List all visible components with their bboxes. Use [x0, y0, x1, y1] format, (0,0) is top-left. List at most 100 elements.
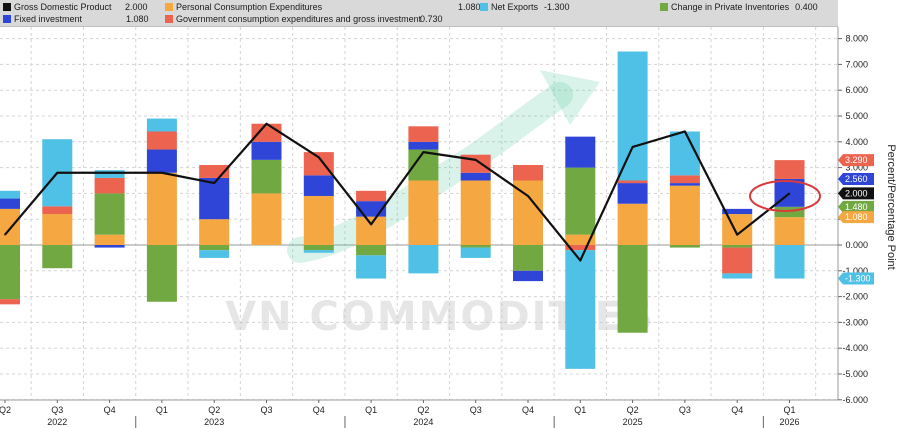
gdp-point [56, 171, 59, 174]
bar-segment [251, 141, 282, 160]
bar-segment [669, 183, 700, 186]
x-tick-label: Q4 [522, 405, 534, 415]
gdp-point [265, 122, 268, 125]
bar-segment [94, 193, 125, 235]
legend-swatch [165, 15, 173, 23]
legend-swatch [3, 15, 11, 23]
gdp-point [108, 171, 111, 174]
bar-segment [774, 206, 805, 218]
bar-segment [460, 245, 491, 248]
y-tick-label: 3.000 [845, 163, 868, 173]
background-arrow-graphic [287, 70, 600, 263]
gdp-point [736, 233, 738, 236]
bar-segment [356, 190, 387, 202]
bar-segment [774, 245, 805, 279]
bar-segment [356, 216, 387, 245]
x-tick-label: Q1 [156, 405, 168, 415]
bar-segment [617, 183, 648, 204]
x-tick-label: Q2 [0, 405, 11, 415]
bar-segment [303, 245, 334, 251]
bar-segment [42, 214, 73, 245]
legend-label: Fixed investment [14, 14, 83, 24]
legend-swatch [660, 3, 668, 11]
x-tick-label: Q2 [417, 405, 429, 415]
bar-segment [408, 126, 439, 142]
y-tick-label: 8.000 [845, 34, 868, 44]
y-tick-label: -6.000 [842, 395, 868, 405]
bar-segment [0, 299, 20, 305]
legend-value: -1.300 [544, 2, 570, 12]
bar-segment [460, 247, 491, 258]
legend-label: Net Exports [491, 2, 539, 12]
bar-segment [722, 208, 753, 215]
gdp-point [4, 233, 6, 236]
x-tick-label: Q4 [731, 405, 743, 415]
gdp-point [684, 130, 686, 133]
bar-segment [565, 136, 596, 168]
value-tag [838, 200, 874, 213]
bar-segment [356, 245, 387, 256]
legend-value: 1.080 [458, 2, 481, 12]
x-tick-label: Q3 [51, 405, 63, 415]
bar-segment [251, 159, 282, 194]
x-year-label: 2023 [204, 417, 224, 427]
legend-label: Personal Consumption Expenditures [176, 2, 323, 12]
legend-item: Government consumption expenditures and … [165, 14, 421, 24]
y-tick-label: -5.000 [842, 369, 868, 379]
bar-segment [0, 198, 20, 209]
x-year-label: 2026 [779, 417, 799, 427]
value-tag-label: -1.300 [845, 274, 871, 284]
legend-value: 2.000 [125, 2, 148, 12]
legend-swatch [3, 3, 11, 11]
x-tick-label: Q1 [574, 405, 586, 415]
x-tick-label: Q2 [627, 405, 639, 415]
x-year-label: 2025 [623, 417, 643, 427]
bar-segment [408, 180, 439, 245]
x-tick-label: Q1 [365, 405, 377, 415]
y-tick-label: -3.000 [842, 317, 868, 327]
y-tick-label: 5.000 [845, 111, 868, 121]
bar-segment [146, 172, 177, 245]
bar-segment [303, 152, 334, 176]
legend-item: Change in Private Inventories 0.400 [660, 2, 818, 12]
bar-segment [617, 203, 648, 245]
bar-segment [146, 245, 177, 302]
y-axis-title: Percent/Percentage Point [885, 144, 897, 269]
gdp-point [788, 192, 791, 195]
gdp-point [474, 159, 477, 161]
legend-item: Net Exports -1.300 [480, 2, 570, 12]
y-tick-label: -2.000 [842, 292, 868, 302]
bar-segment [408, 141, 439, 150]
bar-segment [774, 160, 805, 179]
bar-segment [0, 245, 20, 300]
value-tag-label: 1.080 [845, 212, 868, 222]
bar-segment [408, 245, 439, 274]
x-tick-label: Q4 [104, 405, 116, 415]
value-tag [838, 172, 874, 185]
bar-segment [199, 250, 230, 258]
bar-segment [303, 175, 334, 196]
bar-segment [94, 245, 125, 248]
bar-segment [94, 170, 125, 178]
y-tick-label: 4.000 [845, 137, 868, 147]
y-tick-label: -4.000 [842, 343, 868, 353]
value-tag [838, 154, 874, 167]
bar-segment [617, 245, 648, 333]
y-tick-label: -1.000 [842, 266, 868, 276]
gdp-point [370, 223, 372, 226]
bar-segment [513, 270, 543, 282]
legend-label: Change in Private Inventories [671, 2, 790, 12]
legend-label: Government consumption expenditures and … [176, 14, 422, 24]
gdp-point [579, 259, 582, 262]
bar-segment [303, 195, 334, 245]
legend-value: 0.400 [795, 2, 818, 12]
bar-segment [0, 190, 20, 199]
y-tick-label: 0.000 [845, 240, 868, 250]
legend-label: Gross Domestic Product [14, 2, 112, 12]
bar-segment [251, 193, 282, 245]
x-tick-label: Q3 [470, 405, 482, 415]
bar-segment [722, 245, 753, 248]
gdp-line-layer [4, 122, 791, 262]
bar-stacks [0, 51, 805, 369]
